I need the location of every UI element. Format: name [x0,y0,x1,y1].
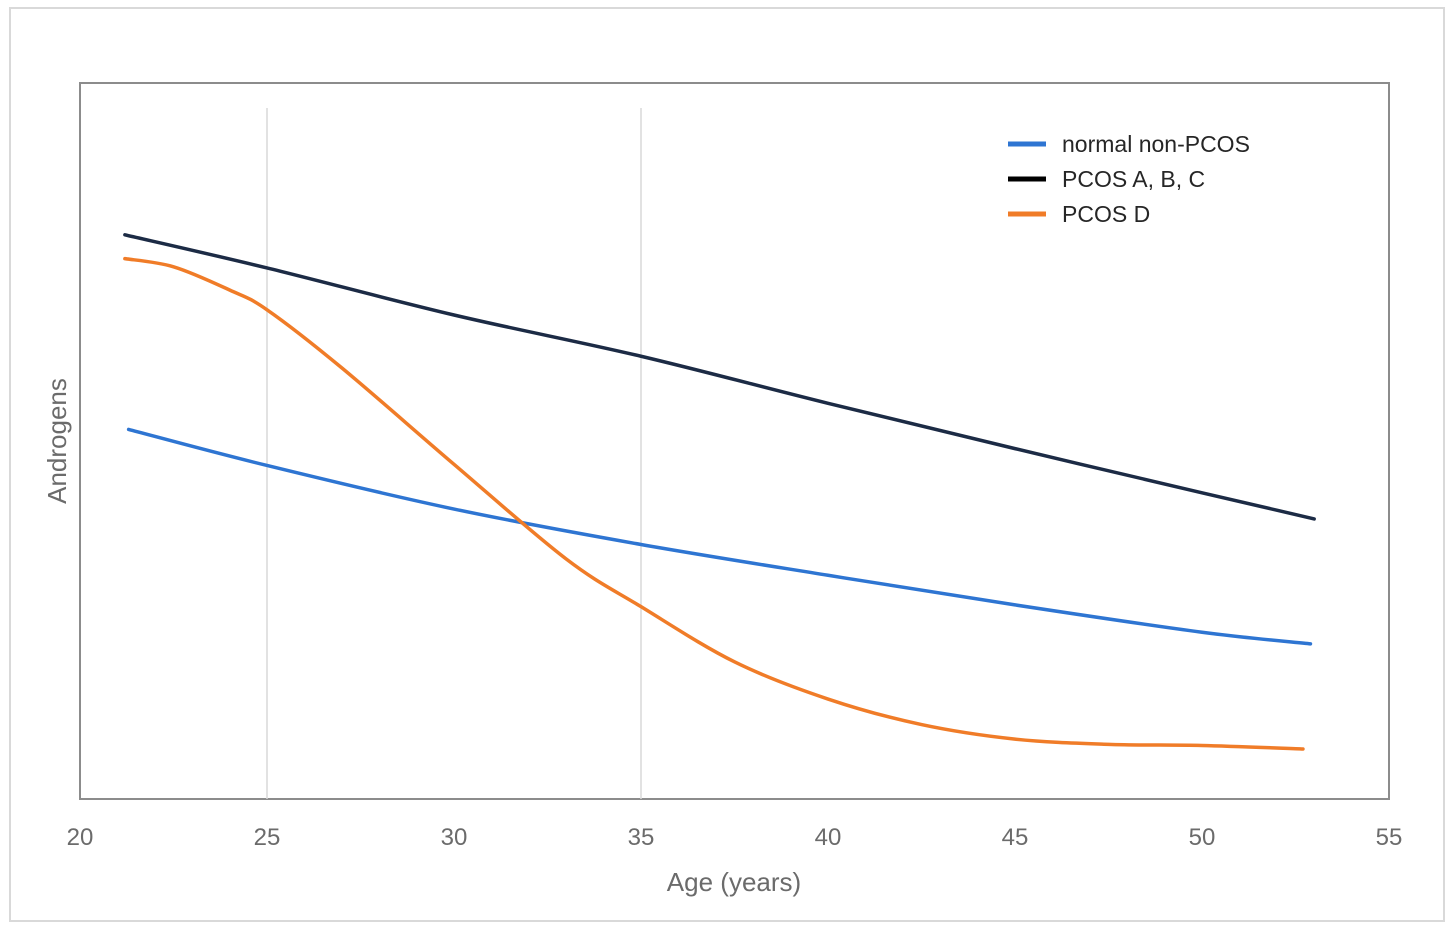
x-tick-label-20: 20 [67,824,94,851]
x-axis-ticks: 20 25 30 35 40 45 50 55 [67,824,1403,851]
series-line-pcos-a-b-c [123,233,1316,521]
series-line-normal-non-pcos [126,427,1313,646]
y-axis-title: Androgens [42,378,72,504]
x-tick-label-45: 45 [1002,824,1029,851]
x-axis-title: Age (years) [667,867,801,897]
series-line-pcos-d [123,256,1305,751]
plot-area [79,82,1390,800]
x-tick-label-50: 50 [1189,824,1216,851]
gridlines [266,108,642,799]
legend-label-0: normal non-PCOS [1062,131,1250,157]
x-tick-label-35: 35 [628,824,655,851]
legend: normal non-PCOS PCOS A, B, C PCOS D [1008,131,1250,227]
x-tick-label-55: 55 [1376,824,1403,851]
x-tick-label-25: 25 [254,824,281,851]
x-tick-label-30: 30 [441,824,468,851]
x-tick-label-40: 40 [815,824,842,851]
series-lines [123,233,1316,751]
legend-label-1: PCOS A, B, C [1062,166,1205,192]
legend-label-2: PCOS D [1062,201,1150,227]
